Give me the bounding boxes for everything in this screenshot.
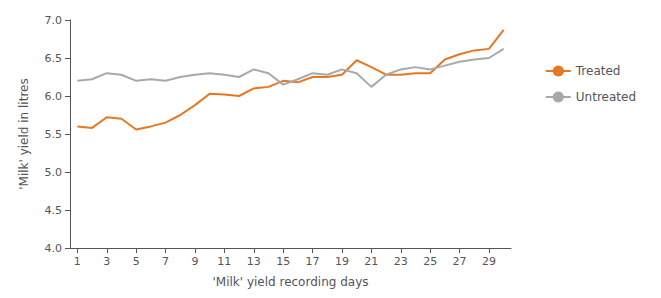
- svg-text:5: 5: [133, 255, 140, 268]
- svg-text:7: 7: [162, 255, 169, 268]
- svg-text:19: 19: [335, 255, 349, 268]
- svg-text:13: 13: [247, 255, 261, 268]
- svg-text:5.5: 5.5: [45, 128, 63, 141]
- svg-text:23: 23: [394, 255, 408, 268]
- svg-text:4.0: 4.0: [45, 242, 63, 255]
- svg-text:'Milk' yield recording days: 'Milk' yield recording days: [213, 275, 369, 289]
- svg-text:5.0: 5.0: [45, 166, 63, 179]
- svg-text:'Milk' yield in litres: 'Milk' yield in litres: [17, 78, 31, 189]
- svg-text:29: 29: [482, 255, 496, 268]
- svg-text:3: 3: [103, 255, 110, 268]
- svg-text:Untreated: Untreated: [576, 90, 636, 104]
- svg-text:9: 9: [191, 255, 198, 268]
- svg-text:6.5: 6.5: [45, 52, 63, 65]
- svg-text:Treated: Treated: [575, 64, 621, 78]
- svg-text:4.5: 4.5: [45, 204, 63, 217]
- svg-text:15: 15: [276, 255, 290, 268]
- svg-text:25: 25: [423, 255, 437, 268]
- svg-text:17: 17: [306, 255, 320, 268]
- svg-text:1: 1: [74, 255, 81, 268]
- svg-text:6.0: 6.0: [45, 90, 63, 103]
- svg-text:27: 27: [453, 255, 467, 268]
- svg-text:7.0: 7.0: [45, 14, 63, 27]
- svg-text:11: 11: [217, 255, 231, 268]
- svg-text:21: 21: [364, 255, 378, 268]
